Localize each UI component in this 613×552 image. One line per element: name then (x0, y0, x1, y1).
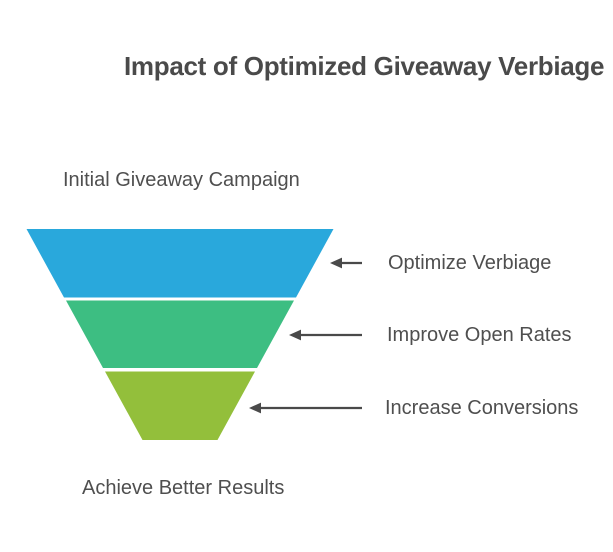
annotation-optimize-verbiage: Optimize Verbiage (388, 252, 552, 274)
funnel-segment-top (26, 229, 334, 298)
left-arrow-icon-bottom (249, 402, 362, 414)
annotation-increase-conversions: Increase Conversions (385, 397, 579, 419)
annotation-improve-open-rates: Improve Open Rates (387, 324, 572, 346)
left-arrow-icon-middle (289, 329, 362, 341)
arrow-head (249, 402, 261, 414)
funnel-bottom-label: Achieve Better Results (82, 477, 285, 499)
arrow-head (330, 257, 342, 269)
funnel-top-label: Initial Giveaway Campaign (63, 169, 300, 191)
funnel-segment-middle (66, 300, 294, 368)
funnel-segment-bottom (105, 371, 255, 440)
diagram-title: Impact of Optimized Giveaway Verbiage (124, 51, 605, 81)
left-arrow-icon-top (330, 257, 362, 269)
arrow-head (289, 329, 301, 341)
